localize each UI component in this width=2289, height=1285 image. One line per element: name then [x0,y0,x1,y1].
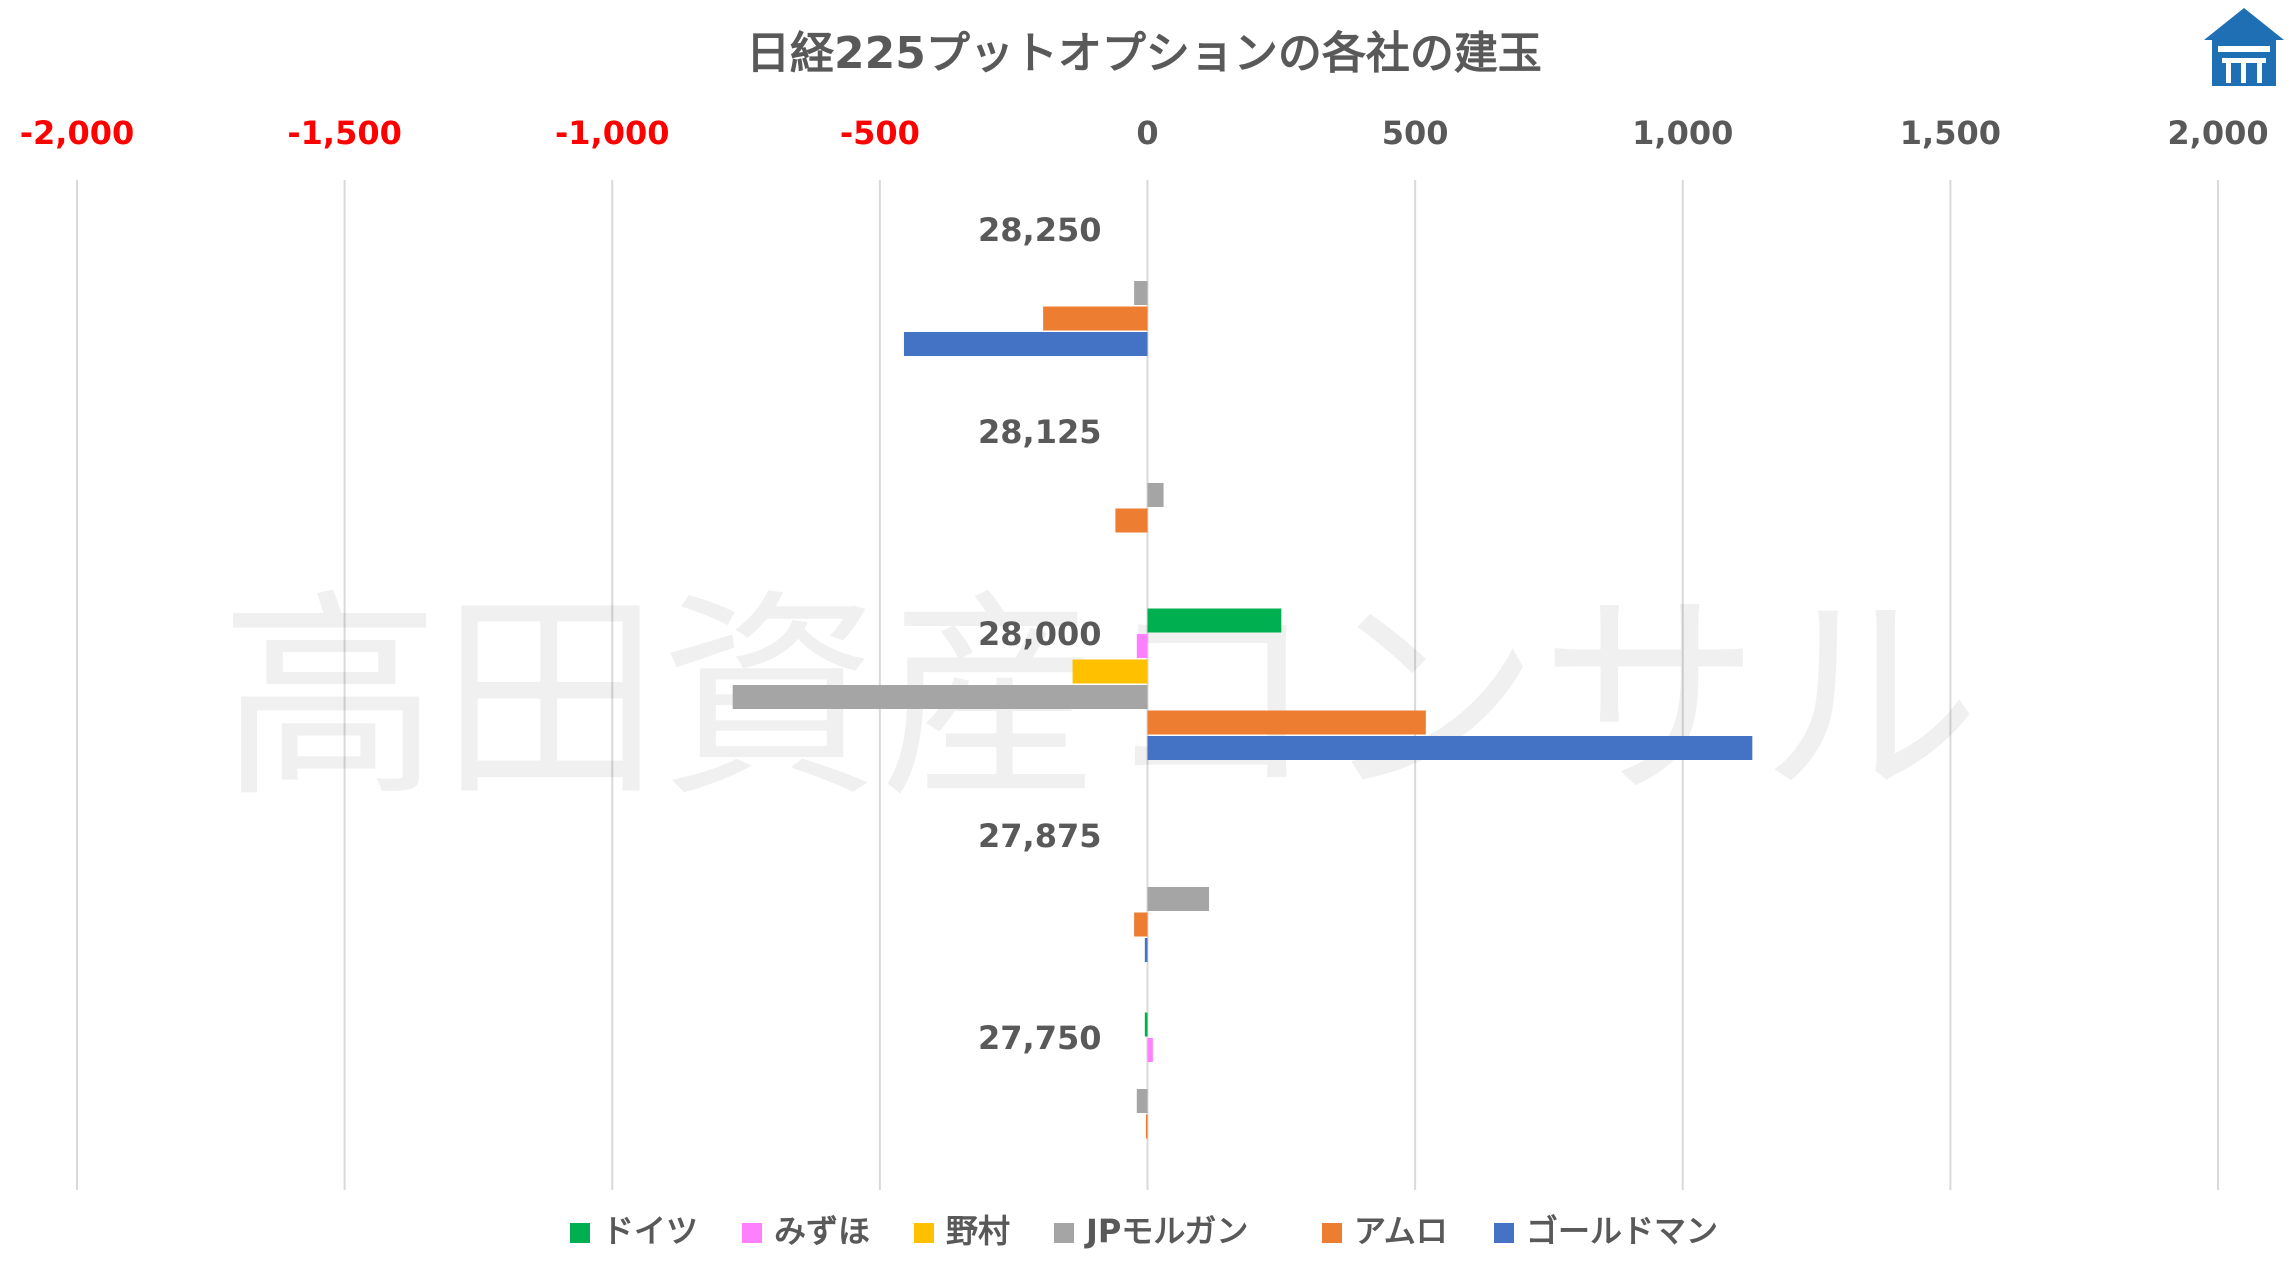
bar-27750-4 [1145,1114,1148,1139]
category-label-3: 27,875 [978,817,1101,855]
x-tick-label-2: -1,000 [555,114,670,152]
bars [732,281,1753,1139]
bar-27875-3 [1147,887,1210,911]
legend-label-0: ドイツ [602,1212,698,1250]
bar-27750-1 [1147,1038,1153,1062]
x-tick-label-0: -2,000 [20,114,135,152]
x-tick-label-5: 500 [1382,114,1449,152]
x-tick-label-8: 2,000 [2167,114,2268,152]
bar-28250-5 [903,332,1148,356]
legend-swatch-2 [914,1223,934,1243]
category-label-0: 28,250 [978,211,1101,249]
bar-27875-5 [1144,938,1148,962]
legend-label-5: ゴールドマン [1526,1212,1718,1250]
category-label-2: 28,000 [978,615,1101,653]
chart-title: 日経225プットオプションの各社の建玉 [746,28,1542,79]
legend-swatch-1 [742,1223,762,1243]
bar-28125-4 [1115,508,1148,533]
bar-28000-1 [1136,634,1148,658]
bar-27750-3 [1136,1089,1148,1113]
x-tick-label-6: 1,000 [1632,114,1733,152]
legend-swatch-3 [1054,1223,1074,1243]
legend-label-1: みずほ [774,1212,870,1250]
legend: ドイツ みずほ 野村 JPモルガン アムロ ゴールドマン [570,1212,1718,1250]
bar-28250-4 [1043,306,1148,331]
legend-swatch-0 [570,1223,590,1243]
bar-28000-0 [1147,608,1282,633]
legend-label-4: アムロ [1354,1212,1448,1250]
category-label-4: 27,750 [978,1019,1101,1057]
x-tick-label-4: 0 [1136,114,1158,152]
category-labels: 28,250 28,125 28,000 27,875 27,750 [978,211,1101,1057]
bar-27750-0 [1144,1012,1148,1037]
bar-28125-3 [1147,483,1164,507]
bar-28000-3 [732,685,1148,709]
house-logo-icon [2204,8,2284,86]
legend-label-3: JPモルガン [1084,1212,1248,1250]
x-axis-ticks: -2,000 -1,500 -1,000 -500 0 500 1,000 1,500 2,00… [20,114,2269,152]
bar-28250-3 [1134,281,1148,305]
bar-27875-4 [1134,912,1148,937]
bar-28000-5 [1147,736,1753,760]
legend-swatch-5 [1494,1223,1514,1243]
legend-label-2: 野村 [946,1212,1010,1250]
legend-swatch-4 [1322,1223,1342,1243]
x-tick-label-7: 1,500 [1900,114,2001,152]
x-tick-label-3: -500 [840,114,920,152]
x-tick-label-1: -1,500 [287,114,402,152]
category-label-1: 28,125 [978,413,1101,451]
bar-28000-2 [1072,659,1148,684]
bar-28000-4 [1147,710,1426,735]
